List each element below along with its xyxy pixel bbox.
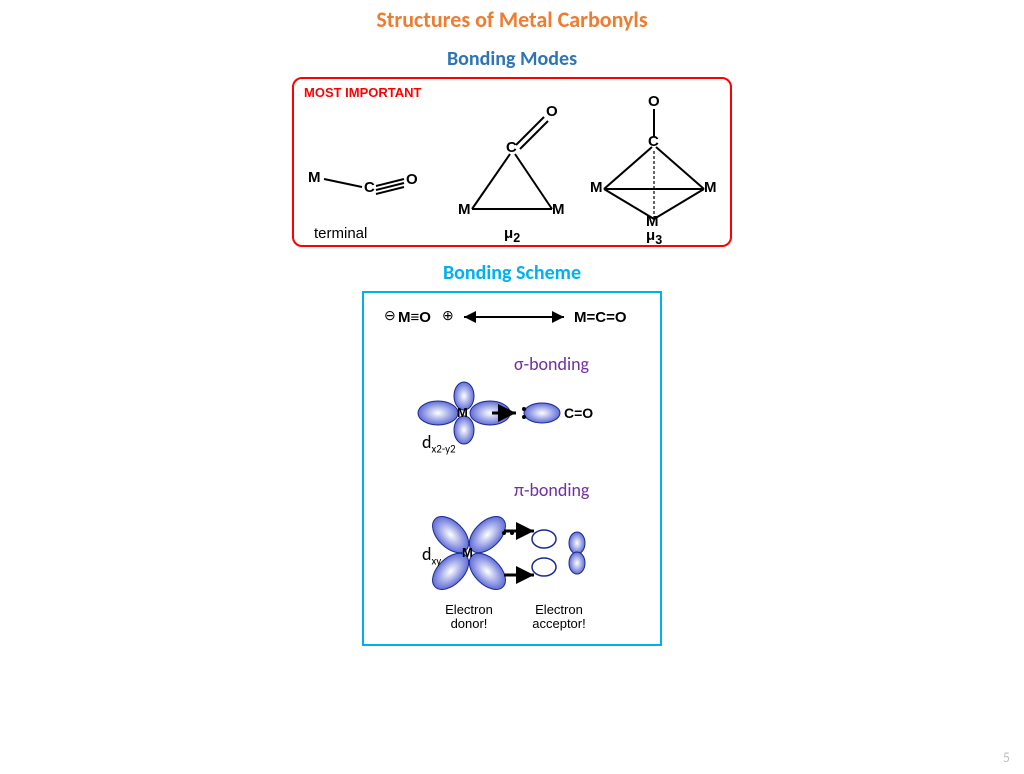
donor-label: Electron donor! (434, 603, 504, 632)
pi-label: π-bonding (514, 479, 589, 501)
bonding-scheme-heading: Bonding Scheme (0, 261, 1024, 285)
acceptor-label: Electron acceptor! (524, 603, 594, 632)
bonding-scheme-svg (364, 293, 664, 648)
terminal-O: O (406, 171, 418, 188)
mu3-M2: M (704, 179, 717, 196)
mu3-caption: μ3 (646, 227, 662, 247)
bonding-modes-svg (294, 79, 734, 249)
mu2-C: C (506, 139, 517, 156)
mu2-M1: M (458, 201, 471, 218)
mu3-M1: M (590, 179, 603, 196)
terminal-C: C (364, 179, 375, 196)
sigma-orbital: dx2-y2 (422, 431, 456, 456)
page-title: Structures of Metal Carbonyls (0, 6, 1024, 33)
mu3-C: C (648, 133, 659, 150)
terminal-M: M (308, 169, 321, 186)
mu2-M2: M (552, 201, 565, 218)
page-number: 5 (1003, 749, 1010, 766)
pi-M: M (462, 545, 473, 560)
sigma-M: M (457, 405, 468, 420)
mu2-O: O (546, 103, 558, 120)
sigma-CO: C=O (564, 405, 593, 421)
mu2-caption: μ2 (504, 225, 520, 245)
sigma-label: σ-bonding (514, 353, 589, 375)
bonding-scheme-box: ⊖ M≡O ⊕ M=C=O (362, 291, 662, 646)
pi-orbital: dxy (422, 543, 441, 568)
mu3-O: O (648, 93, 660, 110)
bonding-modes-heading: Bonding Modes (0, 47, 1024, 71)
bonding-modes-box: MOST IMPORTANT M C O M M C O M M M (292, 77, 732, 247)
terminal-caption: terminal (314, 225, 367, 242)
